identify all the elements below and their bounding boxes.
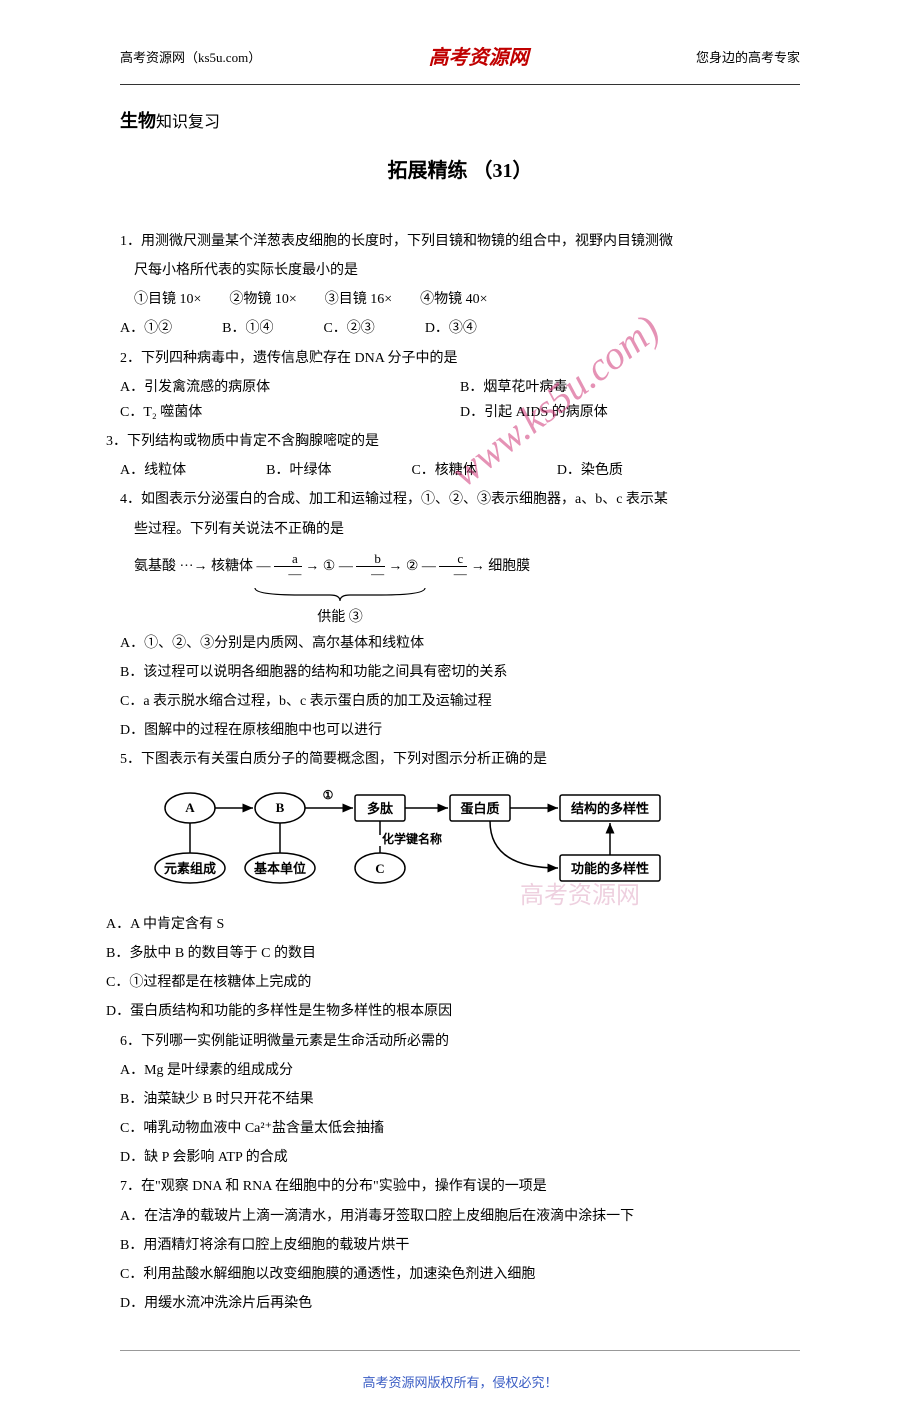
q1-items: ①目镜 10× ②物镜 10× ③目镜 16× ④物镜 40×	[120, 287, 800, 312]
brace-icon	[250, 585, 430, 603]
page-header: 高考资源网（ks5u.com） 高考资源网 您身边的高考专家	[120, 0, 800, 85]
map-label-bond: 化学键名称	[382, 831, 442, 846]
section-title: 生物知识复习	[120, 105, 800, 138]
flow-b: b—	[356, 552, 385, 582]
q2-row1: A．引发禽流感的病原体 B．烟草花叶病毒	[120, 375, 800, 400]
q1-stem-line2: 尺每小格所代表的实际长度最小的是	[120, 258, 800, 283]
question-6: 6．下列哪一实例能证明微量元素是生命活动所必需的 A．Mg 是叶绿素的组成成分 …	[120, 1029, 800, 1171]
map-node-c: C	[375, 861, 384, 876]
q5-opt-b: B．多肽中 B 的数目等于 C 的数目	[106, 941, 800, 966]
flow-c: c—	[439, 552, 467, 582]
q4-stem-line2: 些过程。下列有关说法不正确的是	[120, 517, 800, 542]
flow-n2: ②	[406, 559, 419, 574]
q7-opt-c: C．利用盐酸水解细胞以改变细胞膜的通透性，加速染色剂进入细胞	[120, 1262, 800, 1287]
q5-opt-c: C．①过程都是在核糖体上完成的	[106, 970, 800, 995]
q5-opt-d: D．蛋白质结构和功能的多样性是生物多样性的根本原因	[106, 999, 800, 1024]
q2-opt-c: C．T₂ 噬菌体	[120, 400, 460, 425]
q7-opt-d: D．用缓水流冲洗涂片后再染色	[120, 1291, 800, 1316]
concept-map-svg: A B 多肽 蛋白质 结构的多样性 元素组成 基本单位 C 功能的多样性	[150, 783, 710, 893]
q2-opt-a: A．引发禽流感的病原体	[120, 375, 460, 400]
q3-opt-a: A．线粒体	[120, 458, 186, 483]
q6-opt-a: A．Mg 是叶绿素的组成成分	[120, 1058, 800, 1083]
q3-options: A．线粒体 B．叶绿体 C．核糖体 D．染色质	[120, 458, 800, 483]
map-node-poly: 多肽	[367, 801, 394, 816]
q4-flow-diagram: 氨基酸 ···→ 核糖体 — a— → ① — b— → ② — c— → 细胞…	[120, 552, 800, 582]
map-node-a: A	[185, 800, 195, 815]
question-4: 4．如图表示分泌蛋白的合成、加工和运输过程，①、②、③表示细胞器，a、b、c 表…	[120, 487, 800, 743]
flow-start: 氨基酸 ···→ 核糖体 —	[134, 559, 271, 574]
q4-stem-line1: 4．如图表示分泌蛋白的合成、加工和运输过程，①、②、③表示细胞器，a、b、c 表…	[120, 487, 800, 512]
header-left-text: 高考资源网（ks5u.com）	[120, 46, 261, 69]
flow-a: a—	[274, 552, 302, 582]
q4-opt-c: C．a 表示脱水缩合过程，b、c 表示蛋白质的加工及运输过程	[120, 689, 800, 714]
q2-row2: C．T₂ 噬菌体 D．引起 AIDS 的病原体	[120, 400, 800, 425]
q3-opt-d: D．染色质	[557, 458, 623, 483]
q2-stem: 2．下列四种病毒中，遗传信息贮存在 DNA 分子中的是	[120, 346, 800, 371]
q1-options: A．①② B．①④ C．②③ D．③④	[120, 316, 800, 341]
document-body: www.ks5u.com) 高考资源网 生物知识复习 拓展精练 （31） 1．用…	[0, 105, 920, 1340]
q5-stem: 5．下图表示有关蛋白质分子的简要概念图，下列对图示分析正确的是	[120, 747, 800, 772]
section-bold: 生物	[120, 111, 156, 131]
q4-opt-a: A．①、②、③分别是内质网、高尔基体和线粒体	[120, 631, 800, 656]
q5-concept-map: A B 多肽 蛋白质 结构的多样性 元素组成 基本单位 C 功能的多样性	[150, 783, 800, 902]
q7-opt-b: B．用酒精灯将涂有口腔上皮细胞的载玻片烘干	[120, 1233, 800, 1258]
q2-opt-d: D．引起 AIDS 的病原体	[460, 400, 800, 425]
main-title: 拓展精练 （31）	[120, 153, 800, 189]
q4-energy-label: 供能 ③	[250, 605, 430, 630]
question-3: 3．下列结构或物质中肯定不含胸腺嘧啶的是 A．线粒体 B．叶绿体 C．核糖体 D…	[120, 429, 800, 483]
q6-stem: 6．下列哪一实例能证明微量元素是生命活动所必需的	[120, 1029, 800, 1054]
q3-opt-c: C．核糖体	[411, 458, 476, 483]
map-node-func: 功能的多样性	[571, 861, 649, 876]
section-rest: 知识复习	[156, 114, 220, 131]
page-footer: 高考资源网版权所有，侵权必究！	[120, 1350, 800, 1414]
map-node-elem: 元素组成	[164, 861, 216, 876]
q1-opt-d: D．③④	[425, 316, 477, 341]
q3-opt-b: B．叶绿体	[266, 458, 331, 483]
q2-opt-b: B．烟草花叶病毒	[460, 375, 800, 400]
map-node-struct: 结构的多样性	[571, 801, 649, 816]
q4-opt-d: D．图解中的过程在原核细胞中也可以进行	[120, 718, 800, 743]
map-node-protein: 蛋白质	[460, 801, 499, 816]
q1-opt-c: C．②③	[323, 316, 374, 341]
q1-opt-a: A．①②	[120, 316, 172, 341]
flow-end: 细胞膜	[488, 559, 530, 574]
q6-opt-d: D．缺 P 会影响 ATP 的合成	[120, 1145, 800, 1170]
q1-stem-line1: 1．用测微尺测量某个洋葱表皮细胞的长度时，下列目镜和物镜的组合中，视野内目镜测微	[120, 229, 800, 254]
question-5: 5．下图表示有关蛋白质分子的简要概念图，下列对图示分析正确的是 A B 多肽 蛋…	[120, 747, 800, 1024]
q4-opt-b: B．该过程可以说明各细胞器的结构和功能之间具有密切的关系	[120, 660, 800, 685]
header-right-text: 您身边的高考专家	[696, 46, 800, 69]
question-1: 1．用测微尺测量某个洋葱表皮细胞的长度时，下列目镜和物镜的组合中，视野内目镜测微…	[120, 229, 800, 342]
q6-opt-c: C．哺乳动物血液中 Ca²⁺盐含量太低会抽搐	[120, 1116, 800, 1141]
q6-opt-b: B．油菜缺少 B 时只开花不结果	[120, 1087, 800, 1112]
flow-n1: ①	[323, 559, 336, 574]
q7-stem: 7．在"观察 DNA 和 RNA 在细胞中的分布"实验中，操作有误的一项是	[120, 1174, 800, 1199]
map-node-b: B	[276, 800, 285, 815]
header-center-logo: 高考资源网	[429, 40, 529, 76]
q5-opt-a: A．A 中肯定含有 S	[106, 912, 800, 937]
q7-opt-a: A．在洁净的载玻片上滴一滴清水，用消毒牙签取口腔上皮细胞后在液滴中涂抹一下	[120, 1204, 800, 1229]
q4-brace	[250, 585, 430, 603]
map-node-unit: 基本单位	[253, 861, 306, 876]
q3-stem: 3．下列结构或物质中肯定不含胸腺嘧啶的是	[106, 429, 800, 454]
map-label-n1: ①	[323, 788, 334, 802]
question-2: 2．下列四种病毒中，遗传信息贮存在 DNA 分子中的是 A．引发禽流感的病原体 …	[120, 346, 800, 426]
question-7: 7．在"观察 DNA 和 RNA 在细胞中的分布"实验中，操作有误的一项是 A．…	[120, 1174, 800, 1316]
q1-opt-b: B．①④	[222, 316, 273, 341]
